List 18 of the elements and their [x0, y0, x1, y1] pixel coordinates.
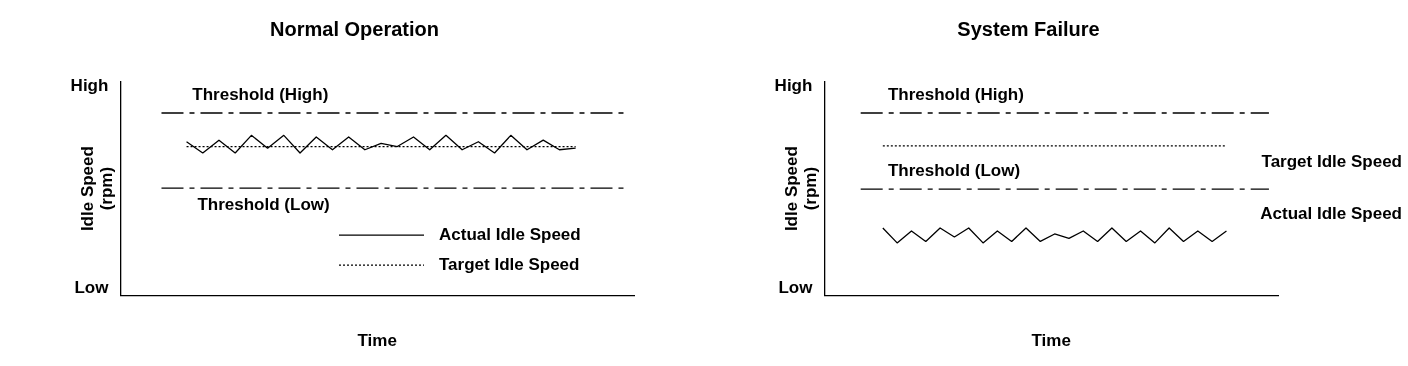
legend-label: Target Idle Speed: [439, 254, 580, 274]
x-axis-title: Time: [357, 331, 397, 351]
text: Low: [74, 278, 110, 298]
legend-label: Actual Idle Speed: [439, 224, 581, 244]
chart-title: Normal Operation: [270, 17, 439, 40]
ref-line-label: Threshold (High): [887, 85, 1024, 105]
text: High: [70, 76, 109, 96]
y-axis-title: Idle Speed (rpm): [78, 146, 116, 232]
text: Target Idle Speed: [1261, 152, 1402, 172]
y-axis-title: Idle Speed (rpm): [782, 146, 820, 232]
text: High: [774, 76, 813, 96]
ref-line-label: Threshold (High): [192, 85, 329, 105]
ref-line-label: Threshold (Low): [197, 195, 330, 215]
x-axis-title: Time: [1031, 331, 1071, 351]
ref-line-label: Threshold (Low): [887, 161, 1021, 181]
text: Actual Idle Speed: [1260, 204, 1402, 224]
chart-title: System Failure: [957, 17, 1100, 40]
text: Low: [778, 278, 814, 298]
